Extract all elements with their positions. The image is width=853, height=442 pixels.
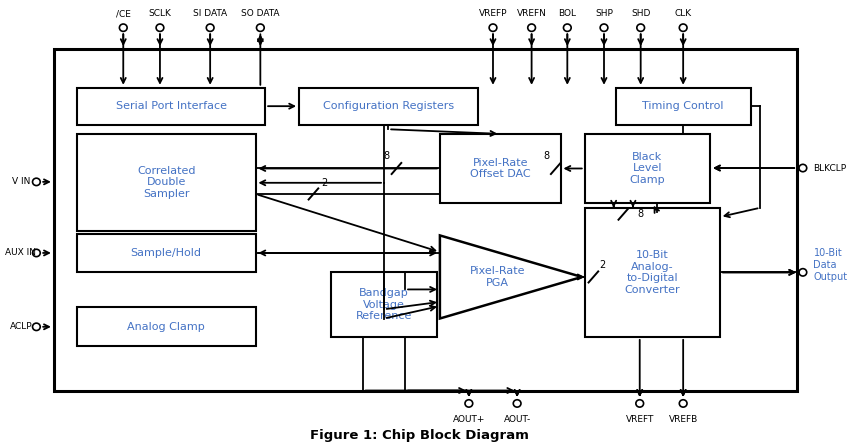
Text: Timing Control: Timing Control bbox=[641, 101, 723, 111]
Text: Sample/Hold: Sample/Hold bbox=[131, 248, 201, 258]
Text: BOL: BOL bbox=[558, 9, 576, 19]
Bar bbox=[615, 88, 750, 125]
Text: SO DATA: SO DATA bbox=[241, 9, 279, 19]
Text: AOUT+: AOUT+ bbox=[452, 415, 485, 423]
Text: VREFN: VREFN bbox=[516, 9, 546, 19]
Text: Figure 1: Chip Block Diagram: Figure 1: Chip Block Diagram bbox=[310, 429, 529, 442]
Text: CLK: CLK bbox=[674, 9, 691, 19]
Text: AUX IN: AUX IN bbox=[5, 248, 37, 257]
Bar bbox=[330, 272, 437, 337]
Text: 10-Bit
Data
Output: 10-Bit Data Output bbox=[813, 248, 847, 282]
Text: ACLP: ACLP bbox=[9, 322, 32, 332]
Text: VREFB: VREFB bbox=[668, 415, 697, 423]
Text: V IN: V IN bbox=[12, 177, 30, 187]
Text: VREFP: VREFP bbox=[479, 9, 507, 19]
Text: 2: 2 bbox=[599, 260, 605, 271]
Text: Bandgap
Voltage
Reference: Bandgap Voltage Reference bbox=[356, 288, 412, 321]
Text: SHD: SHD bbox=[630, 9, 650, 19]
Text: Analog Clamp: Analog Clamp bbox=[127, 322, 205, 332]
Text: 10-Bit
Analog-
to-Digital
Converter: 10-Bit Analog- to-Digital Converter bbox=[624, 250, 679, 295]
Text: 8: 8 bbox=[637, 209, 643, 219]
Text: SI DATA: SI DATA bbox=[193, 9, 227, 19]
Text: 2: 2 bbox=[321, 178, 327, 187]
Text: BLKCLP: BLKCLP bbox=[813, 164, 845, 172]
Bar bbox=[299, 88, 477, 125]
Bar bbox=[439, 134, 560, 203]
Text: SCLK: SCLK bbox=[148, 9, 171, 19]
Text: Pixel-Rate
Offset DAC: Pixel-Rate Offset DAC bbox=[469, 158, 530, 179]
Text: Serial Port Interface: Serial Port Interface bbox=[115, 101, 226, 111]
Polygon shape bbox=[439, 236, 581, 319]
Text: Configuration Registers: Configuration Registers bbox=[322, 101, 453, 111]
Bar bbox=[77, 233, 255, 272]
Text: SHP: SHP bbox=[595, 9, 612, 19]
Text: Black
Level
Clamp: Black Level Clamp bbox=[629, 152, 664, 185]
Text: AOUT-: AOUT- bbox=[503, 415, 530, 423]
Bar bbox=[77, 134, 255, 231]
Bar bbox=[77, 308, 255, 346]
Text: 8: 8 bbox=[383, 151, 390, 161]
Bar bbox=[54, 49, 796, 391]
Bar bbox=[77, 88, 265, 125]
Text: VREFT: VREFT bbox=[624, 415, 653, 423]
Text: ✕: ✕ bbox=[489, 137, 722, 408]
Bar bbox=[584, 208, 719, 337]
Text: /CE: /CE bbox=[116, 9, 131, 19]
Text: Correlated
Double
Sampler: Correlated Double Sampler bbox=[136, 166, 195, 199]
Text: 8: 8 bbox=[543, 151, 548, 161]
Bar bbox=[584, 134, 710, 203]
Text: Pixel-Rate
PGA: Pixel-Rate PGA bbox=[469, 266, 525, 288]
